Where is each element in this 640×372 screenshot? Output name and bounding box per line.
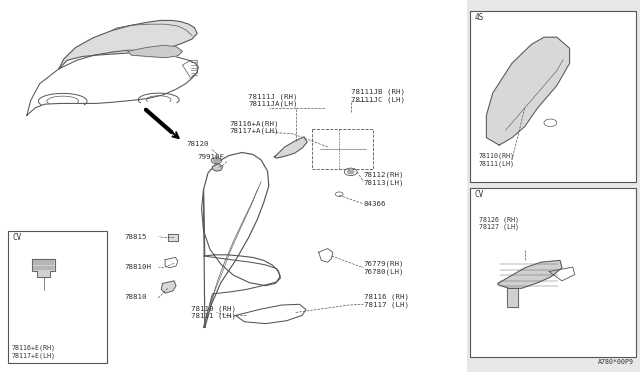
Polygon shape: [212, 164, 223, 171]
Polygon shape: [161, 281, 176, 293]
Text: 78126 (RH)
78127 (LH): 78126 (RH) 78127 (LH): [479, 216, 519, 230]
Polygon shape: [59, 20, 197, 69]
Text: 78116 (RH)
78117 (LH): 78116 (RH) 78117 (LH): [364, 294, 408, 308]
Text: 78815: 78815: [124, 234, 147, 240]
Text: A780*00P9: A780*00P9: [598, 359, 634, 365]
Text: 78116+E(RH)
78117+E(LH): 78116+E(RH) 78117+E(LH): [12, 344, 56, 359]
Polygon shape: [202, 190, 280, 286]
Text: CV: CV: [475, 190, 484, 199]
Polygon shape: [32, 259, 55, 277]
Text: 78110(RH)
78111(LH): 78110(RH) 78111(LH): [479, 153, 515, 167]
Text: 76779(RH)
76780(LH): 76779(RH) 76780(LH): [364, 261, 404, 275]
Polygon shape: [507, 288, 518, 307]
Text: 78111JB (RH)
78111JC (LH): 78111JB (RH) 78111JC (LH): [351, 89, 404, 103]
Bar: [470, 11, 636, 182]
Text: 4S: 4S: [475, 13, 484, 22]
Text: CV: CV: [13, 233, 22, 242]
Bar: [0, 0, 467, 372]
Text: 78112(RH)
78113(LH): 78112(RH) 78113(LH): [364, 171, 404, 186]
Circle shape: [348, 170, 354, 174]
Text: 84366: 84366: [364, 201, 386, 207]
Polygon shape: [274, 137, 307, 158]
Text: 78810H: 78810H: [124, 264, 151, 270]
Polygon shape: [128, 45, 182, 58]
Circle shape: [213, 159, 220, 163]
Text: 78120: 78120: [187, 141, 209, 147]
Text: 78810: 78810: [124, 294, 147, 300]
Polygon shape: [236, 304, 306, 324]
Polygon shape: [27, 50, 198, 115]
Text: 78116+A(RH)
78117+A(LH): 78116+A(RH) 78117+A(LH): [229, 120, 278, 134]
Text: 78111J (RH)
78111JA(LH): 78111J (RH) 78111JA(LH): [248, 93, 298, 108]
Polygon shape: [168, 234, 178, 241]
Text: 79910F: 79910F: [197, 154, 224, 160]
Polygon shape: [204, 153, 269, 327]
Bar: [470, 188, 636, 357]
FancyBboxPatch shape: [312, 129, 373, 169]
Text: 78110 (RH)
78111 (LH): 78110 (RH) 78111 (LH): [191, 305, 236, 320]
Polygon shape: [486, 37, 570, 145]
Polygon shape: [498, 260, 562, 288]
Bar: [8, 231, 107, 363]
